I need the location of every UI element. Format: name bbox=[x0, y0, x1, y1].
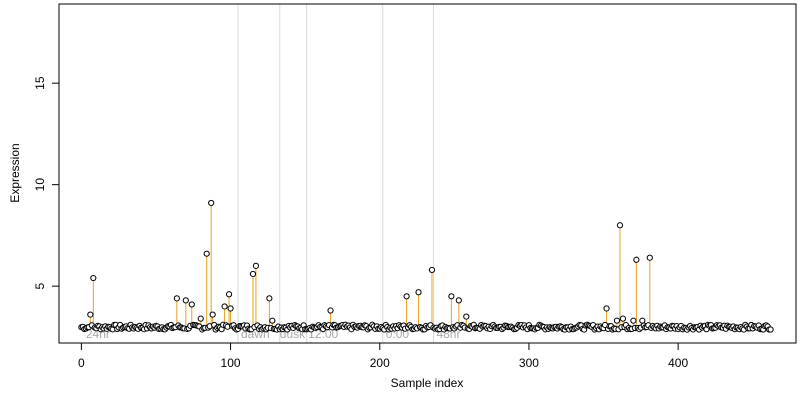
data-point bbox=[209, 311, 216, 318]
data-point bbox=[269, 317, 276, 324]
data-point bbox=[646, 254, 653, 261]
x-tick-label: 0 bbox=[78, 356, 85, 370]
data-point bbox=[448, 293, 455, 300]
data-point bbox=[603, 305, 610, 312]
data-point bbox=[221, 303, 228, 310]
data-point bbox=[639, 317, 646, 324]
data-point bbox=[767, 326, 774, 333]
data-point bbox=[188, 301, 195, 308]
data-point bbox=[455, 297, 462, 304]
x-tick-label: 300 bbox=[519, 356, 539, 370]
data-point bbox=[619, 315, 627, 322]
data-point bbox=[252, 262, 260, 269]
data-point bbox=[197, 315, 204, 322]
data-point bbox=[630, 317, 637, 324]
data-point bbox=[616, 222, 624, 229]
data-point bbox=[633, 256, 640, 263]
data-point bbox=[463, 313, 470, 320]
x-tick-label: 200 bbox=[370, 356, 390, 370]
data-point bbox=[227, 305, 234, 312]
data-point bbox=[249, 270, 257, 278]
peak-stems bbox=[89, 202, 651, 329]
data-point bbox=[225, 291, 233, 298]
x-tick-label: 400 bbox=[668, 356, 688, 370]
data-point bbox=[403, 293, 410, 300]
data-point bbox=[327, 307, 334, 314]
x-axis: 0 100 200 300 400 bbox=[78, 342, 688, 370]
vertical-markers bbox=[237, 4, 434, 343]
data-point bbox=[87, 311, 94, 318]
x-axis-title: Sample index bbox=[391, 376, 464, 390]
data-point bbox=[208, 199, 215, 207]
x-tick-label: 100 bbox=[221, 356, 241, 370]
data-point bbox=[173, 295, 180, 302]
data-point bbox=[428, 266, 436, 274]
data-point bbox=[182, 297, 189, 304]
data-point bbox=[203, 250, 210, 257]
y-axis-title: Expression bbox=[8, 143, 22, 202]
y-axis: 5 10 15 bbox=[33, 76, 60, 290]
y-tick-label: 10 bbox=[33, 178, 47, 192]
data-point bbox=[613, 317, 621, 324]
data-point bbox=[415, 289, 422, 296]
data-point bbox=[266, 295, 273, 302]
data-point bbox=[90, 274, 97, 282]
y-tick-label: 15 bbox=[33, 76, 47, 90]
y-tick-label: 5 bbox=[33, 283, 47, 290]
data-points bbox=[78, 199, 774, 333]
